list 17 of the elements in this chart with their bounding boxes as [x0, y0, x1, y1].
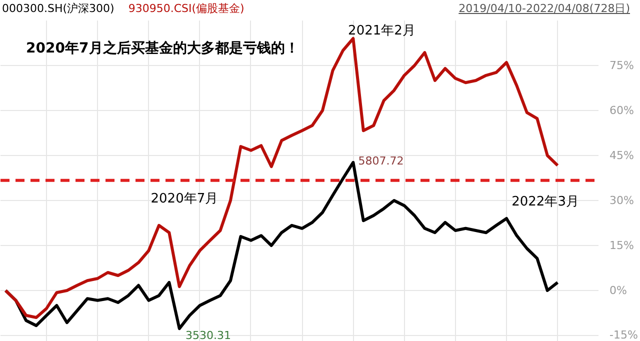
text: 000300.SH(沪深300): [2, 2, 114, 15]
y-tick-label: 0%: [610, 284, 627, 297]
annotation: 3530.31: [186, 329, 232, 341]
y-tick-label: 15%: [610, 239, 634, 252]
annotation: 2021年2月: [348, 24, 416, 38]
y-tick-label: 30%: [610, 194, 634, 207]
annotation: 2020年7月: [150, 192, 218, 206]
y-tick-label: 45%: [610, 149, 634, 162]
y-tick-label: 60%: [610, 104, 634, 117]
line-series: [4, 37, 560, 319]
annotation: 2022年3月: [512, 194, 579, 210]
text: 2020年7月之后买基金的大多都是亏钱的！: [26, 40, 299, 56]
y-tick-label: 75%: [610, 59, 634, 72]
chart-subtitle: 2019/04/10-2022/04/08(728日): [458, 1, 630, 17]
annotation: 5807.72: [358, 154, 404, 168]
text: 930950.CSI(偏股基金): [128, 2, 244, 15]
y-tick-label: -15%: [610, 328, 638, 341]
